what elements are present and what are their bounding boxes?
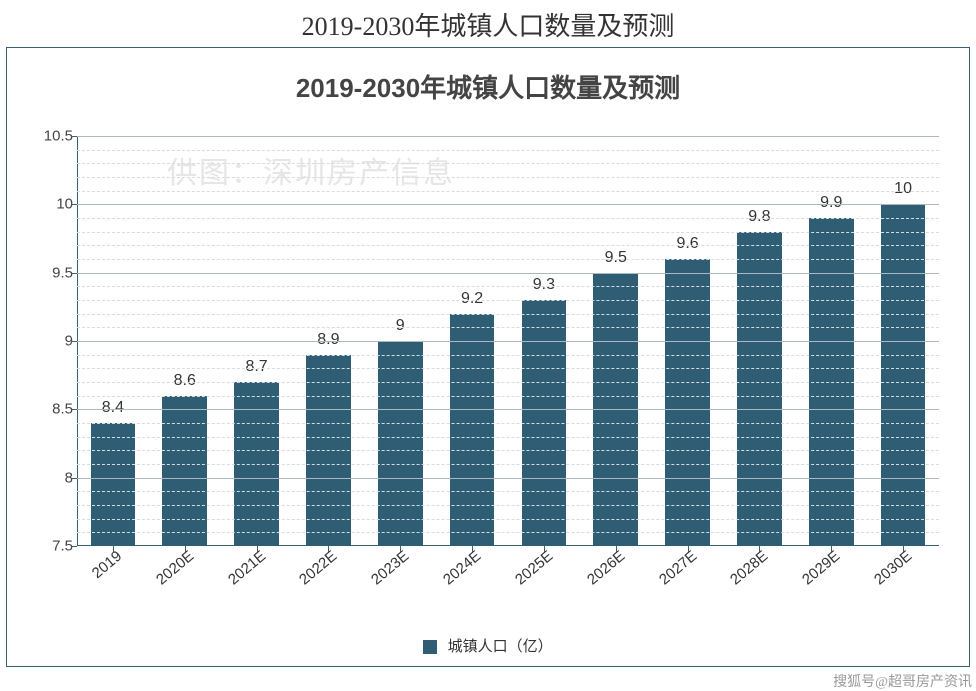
bar: 9.82028E — [737, 232, 782, 546]
x-tick-mark — [759, 546, 760, 552]
y-tick-label: 8 — [29, 469, 73, 486]
x-category-label: 2023E — [368, 548, 412, 589]
gridline-minor — [77, 382, 939, 383]
gridline-minor — [77, 300, 939, 301]
x-category-label: 2028E — [727, 548, 771, 589]
x-category-label: 2021E — [225, 548, 269, 589]
bar-value-label: 8.4 — [102, 399, 124, 417]
gridline-minor — [77, 437, 939, 438]
attribution: 搜狐号@超哥房产资讯 — [833, 671, 972, 691]
x-category-label: 2024E — [440, 548, 484, 589]
x-tick-mark — [113, 546, 114, 552]
x-category-label: 2027E — [656, 548, 700, 589]
gridline-minor — [77, 368, 939, 369]
x-tick-mark — [472, 546, 473, 552]
gridline-minor — [77, 232, 939, 233]
x-category-label: 2022E — [296, 548, 340, 589]
legend-swatch — [423, 640, 437, 654]
bar-value-label: 9 — [396, 317, 405, 335]
y-tick-label: 10.5 — [29, 128, 73, 145]
gridline-minor — [77, 396, 939, 397]
y-tick-label: 9.5 — [29, 264, 73, 281]
gridline-minor — [77, 450, 939, 451]
x-category-label: 2019 — [89, 548, 125, 582]
bar-value-label: 8.9 — [317, 331, 339, 349]
gridline-minor — [77, 286, 939, 287]
gridline-major — [77, 409, 939, 410]
bar-value-label: 9.2 — [461, 290, 483, 308]
bar-value-label: 9.8 — [748, 208, 770, 226]
y-tick-label: 7.5 — [29, 538, 73, 555]
x-tick-mark — [688, 546, 689, 552]
bar: 9.22024E — [450, 314, 495, 546]
bar-value-label: 9.3 — [533, 276, 555, 294]
x-tick-mark — [831, 546, 832, 552]
x-tick-mark — [903, 546, 904, 552]
gridline-minor — [77, 532, 939, 533]
gridline-major — [77, 273, 939, 274]
chart-title: 2019-2030年城镇人口数量及预测 — [7, 68, 969, 105]
gridline-minor — [77, 218, 939, 219]
gridline-minor — [77, 505, 939, 506]
x-tick-mark — [544, 546, 545, 552]
gridline-minor — [77, 177, 939, 178]
y-tick-label: 9 — [29, 333, 73, 350]
gridline-minor — [77, 327, 939, 328]
y-tick-mark — [71, 273, 77, 274]
page-title: 2019-2030年城镇人口数量及预测 — [0, 0, 976, 47]
bar: 8.42019 — [91, 423, 136, 546]
gridline-minor — [77, 150, 939, 151]
y-tick-mark — [71, 341, 77, 342]
x-category-label: 2025E — [512, 548, 556, 589]
x-category-label: 2030E — [871, 548, 915, 589]
gridline-major — [77, 204, 939, 205]
y-tick-mark — [71, 136, 77, 137]
y-tick-label: 10 — [29, 196, 73, 213]
gridline-minor — [77, 191, 939, 192]
x-tick-mark — [400, 546, 401, 552]
gridline-minor — [77, 259, 939, 260]
gridline-minor — [77, 163, 939, 164]
bar-value-label: 9.5 — [605, 249, 627, 267]
legend: 城镇人口（亿） — [7, 635, 969, 656]
legend-label: 城镇人口（亿） — [448, 638, 553, 655]
gridline-minor — [77, 464, 939, 465]
x-category-label: 2029E — [799, 548, 843, 589]
gridline-major — [77, 478, 939, 479]
y-tick-mark — [71, 546, 77, 547]
bar: 8.62020E — [162, 396, 207, 546]
gridline-minor — [77, 491, 939, 492]
x-category-label: 2020E — [153, 548, 197, 589]
bar-value-label: 8.7 — [245, 358, 267, 376]
bar: 9.62027E — [665, 259, 710, 546]
gridline-minor — [77, 314, 939, 315]
bar: 102030E — [881, 204, 926, 546]
x-tick-mark — [616, 546, 617, 552]
x-tick-mark — [257, 546, 258, 552]
y-tick-label: 8.5 — [29, 401, 73, 418]
gridline-minor — [77, 423, 939, 424]
y-tick-mark — [71, 478, 77, 479]
y-tick-mark — [71, 204, 77, 205]
bar-value-label: 8.6 — [174, 372, 196, 390]
x-tick-mark — [185, 546, 186, 552]
bar-value-label: 9.9 — [820, 194, 842, 212]
gridline-minor — [77, 245, 939, 246]
plot-area: 8.420198.62020E8.72021E8.92022E92023E9.2… — [77, 136, 939, 546]
gridline-minor — [77, 519, 939, 520]
gridline-major — [77, 136, 939, 137]
bar-value-label: 10 — [894, 180, 912, 198]
gridline-major — [77, 341, 939, 342]
x-tick-mark — [328, 546, 329, 552]
bar: 92023E — [378, 341, 423, 546]
gridline-minor — [77, 355, 939, 356]
x-category-label: 2026E — [584, 548, 628, 589]
chart-frame: 2019-2030年城镇人口数量及预测 供图：深圳房产信息 8.420198.6… — [6, 47, 970, 667]
bar-value-label: 9.6 — [676, 235, 698, 253]
y-tick-mark — [71, 409, 77, 410]
